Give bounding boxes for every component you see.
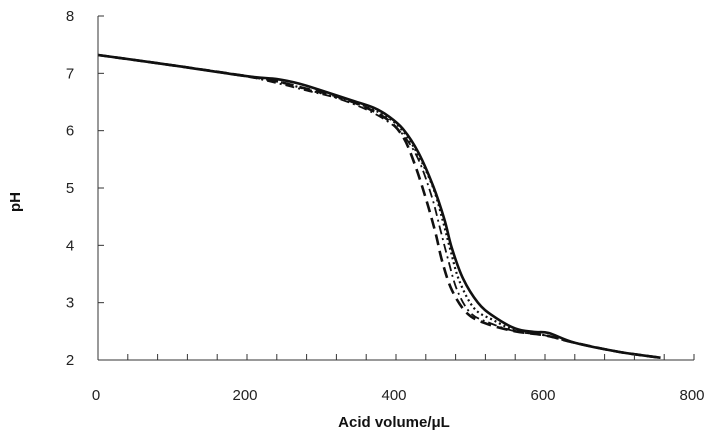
y-tick-label: 5 [66, 180, 74, 197]
series-line-dotted [97, 53, 661, 359]
x-tick-label: 400 [381, 387, 406, 404]
series-lines [97, 53, 661, 359]
x-tick-label: 800 [679, 387, 704, 404]
x-axis-title: Acid volume/μL [338, 414, 450, 431]
series-line-solid [97, 53, 661, 359]
x-tick-label: 600 [530, 387, 555, 404]
series-line-dashed [97, 53, 661, 359]
y-tick-label: 6 [66, 123, 74, 140]
x-tick-label: 200 [232, 387, 257, 404]
y-axis-title: pH [7, 192, 24, 212]
y-tick-label: 2 [66, 352, 74, 369]
y-tick-label: 7 [66, 65, 74, 82]
series-line-dash-dot [97, 54, 661, 359]
axis-tick-labels: 2 3 4 5 6 7 8 0 200 400 600 800 [66, 8, 705, 404]
y-tick-label: 8 [66, 8, 74, 25]
y-tick-label: 4 [66, 237, 74, 254]
y-tick-label: 3 [66, 295, 74, 312]
x-tick-label: 0 [92, 387, 100, 404]
axis-ticks [97, 15, 695, 361]
